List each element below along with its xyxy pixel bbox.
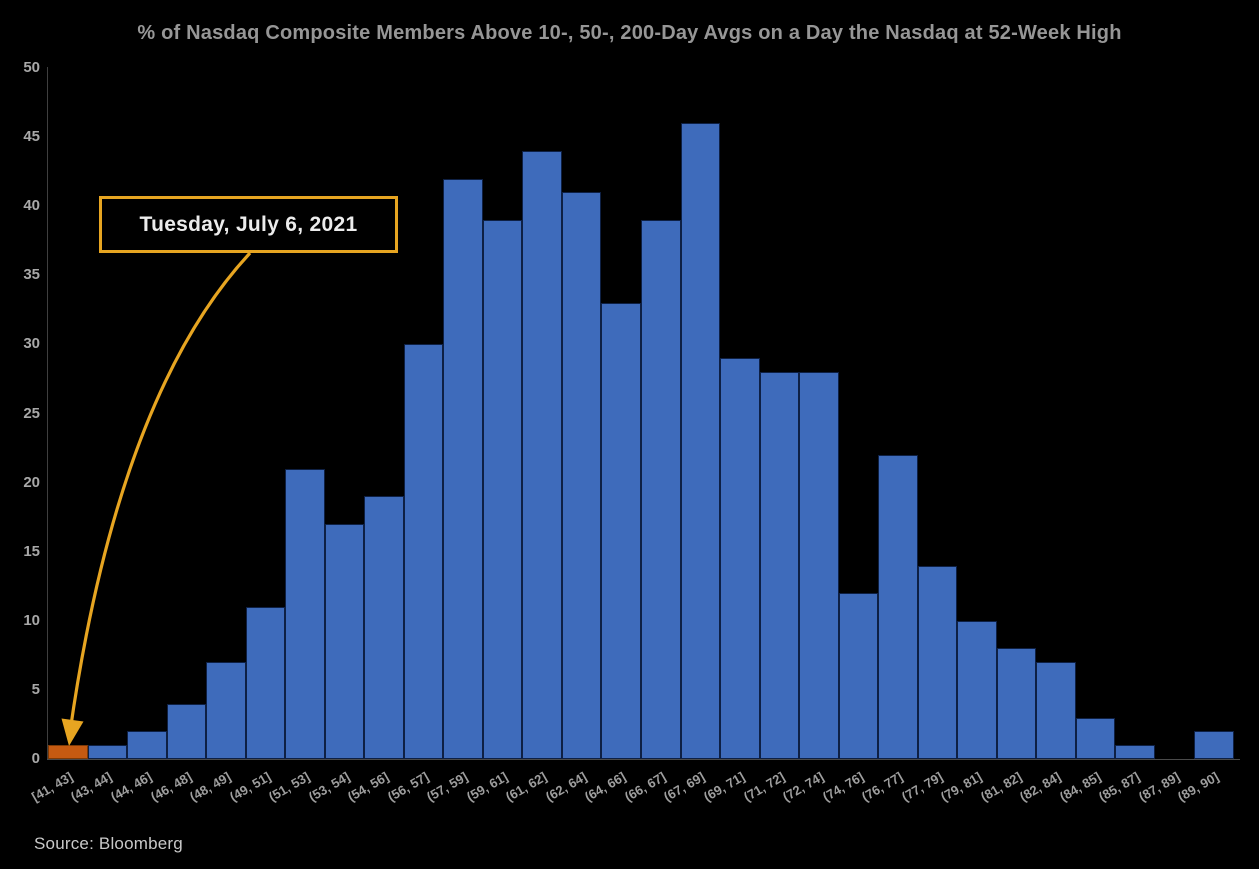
x-tick-label: (79, 81] (938, 769, 985, 805)
x-tick-label: (71, 72] (740, 769, 787, 805)
bar (1036, 662, 1076, 759)
x-tick-label: (72, 74] (780, 769, 827, 805)
x-tick-label: (85, 87] (1096, 769, 1143, 805)
y-tick-label: 25 (23, 404, 40, 422)
x-tick-label: (69, 71] (701, 769, 748, 805)
x-tick-label: (61, 62] (503, 769, 550, 805)
y-tick-label: 35 (23, 266, 40, 284)
y-tick-label: 0 (31, 750, 40, 767)
x-tick-label: (59, 61] (463, 769, 511, 805)
annotation-callout-box: Tuesday, July 6, 2021 (99, 196, 398, 253)
x-axis-line (47, 759, 1240, 760)
y-tick-label: 10 (23, 611, 40, 629)
x-tick-label: (67, 69] (661, 769, 708, 805)
bar (166, 703, 207, 759)
histogram-bars (48, 68, 1234, 759)
bar (522, 150, 562, 759)
y-tick-label: 40 (23, 197, 40, 215)
bar (561, 192, 602, 759)
x-tick-label: (74, 76] (819, 769, 866, 805)
x-tick-label: (53, 54] (305, 769, 352, 805)
x-tick-label: (57, 59] (424, 769, 471, 805)
bar (482, 220, 523, 759)
y-tick-label: 30 (23, 335, 40, 353)
x-tick-label: (54, 56] (345, 769, 392, 805)
x-tick-label: (48, 49] (187, 769, 234, 805)
x-tick-label: (64, 66] (582, 769, 629, 805)
bar (324, 524, 365, 759)
source-credit: Source: Bloomberg (34, 834, 183, 853)
x-tick-label: (49, 51] (226, 769, 273, 805)
annotation-label: Tuesday, July 6, 2021 (139, 212, 358, 236)
x-tick-label: (51, 53] (266, 769, 313, 805)
bar (957, 620, 997, 759)
bar (640, 220, 681, 759)
bar (680, 123, 721, 759)
chart-title: % of Nasdaq Composite Members Above 10-,… (137, 22, 1122, 44)
bar (127, 731, 167, 759)
bar (996, 648, 1037, 759)
bar (206, 662, 246, 759)
y-axis-line (47, 67, 48, 760)
bar (364, 496, 404, 759)
x-tick-label: (46, 48] (147, 769, 194, 805)
bar (285, 468, 325, 759)
y-tick-label: 15 (23, 542, 40, 560)
x-tick-label: (76, 77] (859, 769, 906, 805)
x-tick-label: (44, 46] (108, 769, 155, 805)
y-tick-label: 50 (23, 59, 40, 76)
bar (1194, 731, 1234, 759)
x-tick-label: (66, 67] (621, 769, 669, 805)
bar (838, 593, 879, 759)
y-tick-label: 20 (23, 473, 40, 491)
bar (759, 372, 800, 759)
x-tick-label: (87, 89] (1135, 769, 1183, 805)
bar (443, 178, 483, 759)
bar (403, 344, 444, 759)
x-tick-label: (77, 79] (898, 769, 945, 805)
highlighted-bar (48, 745, 88, 759)
bar (917, 565, 958, 759)
bar (87, 745, 128, 759)
bar (1115, 745, 1155, 759)
x-tick-label: [41, 43] (28, 769, 76, 805)
y-tick-label: 5 (31, 680, 40, 698)
bar (720, 358, 760, 759)
bar (601, 302, 641, 759)
y-tick-label: 45 (23, 128, 40, 146)
bar (799, 372, 839, 759)
x-tick-label: (89, 90] (1175, 769, 1222, 805)
x-tick-label: (81, 82] (977, 769, 1025, 805)
x-tick-label: (43, 44] (68, 769, 115, 805)
bar (878, 454, 918, 759)
bar (245, 606, 286, 759)
x-tick-label: (62, 64] (542, 769, 590, 805)
x-tick-label: (82, 84] (1017, 769, 1064, 805)
x-tick-label: (56, 57] (384, 769, 432, 805)
x-tick-label: (84, 85] (1056, 769, 1104, 805)
bar (1075, 717, 1116, 759)
